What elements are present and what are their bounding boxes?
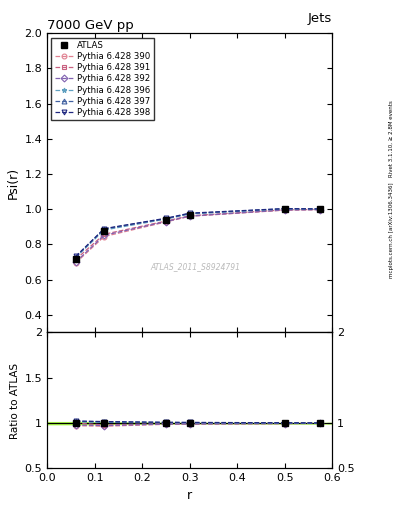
Text: Jets: Jets — [308, 12, 332, 25]
Text: 7000 GeV pp: 7000 GeV pp — [47, 19, 134, 32]
Text: Rivet 3.1.10, ≥ 2.8M events: Rivet 3.1.10, ≥ 2.8M events — [389, 100, 393, 177]
Text: ATLAS_2011_S8924791: ATLAS_2011_S8924791 — [150, 262, 241, 271]
Legend: ATLAS, Pythia 6.428 390, Pythia 6.428 391, Pythia 6.428 392, Pythia 6.428 396, P: ATLAS, Pythia 6.428 390, Pythia 6.428 39… — [51, 37, 154, 120]
Y-axis label: Ratio to ATLAS: Ratio to ATLAS — [10, 362, 20, 439]
Y-axis label: Psi(r): Psi(r) — [7, 167, 20, 199]
X-axis label: r: r — [187, 489, 192, 502]
Text: mcplots.cern.ch [arXiv:1306.3436]: mcplots.cern.ch [arXiv:1306.3436] — [389, 183, 393, 278]
